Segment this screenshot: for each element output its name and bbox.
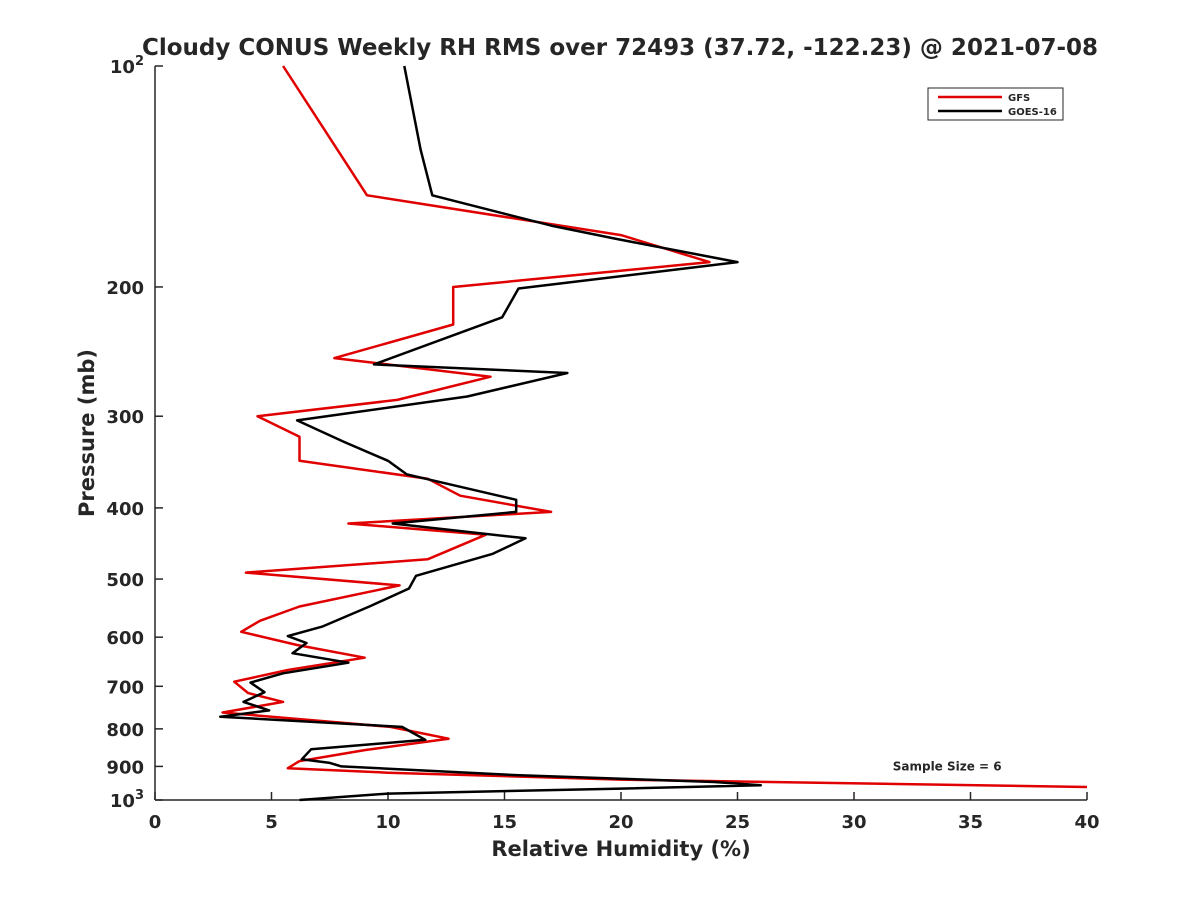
series-line-goes-16 — [218, 65, 763, 802]
series-lines — [218, 65, 1088, 802]
y-tick-label: 300 — [106, 407, 144, 428]
annotations: Sample Size = 6 — [893, 760, 1002, 774]
legend-label: GOES-16 — [1008, 107, 1057, 118]
legend: GFS GOES-16 — [927, 87, 1064, 121]
x-tick-label: 40 — [1074, 812, 1099, 833]
y-ticks: 102 200 300 400 500 600 700 800 900 103 — [106, 54, 163, 812]
y-tick-label: 900 — [106, 757, 144, 778]
y-tick-label: 500 — [106, 570, 144, 591]
x-tick-label: 0 — [149, 812, 162, 833]
legend-box — [927, 87, 1064, 121]
x-axis-label: Relative Humidity (%) — [491, 837, 750, 861]
x-tick-label: 20 — [608, 812, 633, 833]
x-tick-label: 5 — [265, 812, 278, 833]
x-tick-label: 25 — [725, 812, 750, 833]
x-tick-label: 10 — [375, 812, 400, 833]
chart-title: Cloudy CONUS Weekly RH RMS over 72493 (3… — [142, 35, 1098, 61]
y-tick-label: 102 — [110, 54, 144, 78]
y-tick-label: 600 — [106, 628, 144, 649]
y-tick-label: 400 — [106, 499, 144, 520]
x-tick-label: 35 — [958, 812, 983, 833]
y-tick-label: 103 — [110, 788, 144, 812]
series-line-gfs — [221, 65, 1088, 789]
x-tick-label: 15 — [492, 812, 517, 833]
y-axis-label: Pressure (mb) — [75, 349, 99, 517]
sample-size-annotation: Sample Size = 6 — [893, 760, 1002, 774]
y-tick-label: 200 — [106, 278, 144, 299]
x-ticks: 0 5 10 15 20 25 30 35 40 — [149, 792, 1100, 833]
plot-area — [154, 66, 1087, 801]
y-tick-label: 800 — [106, 720, 144, 741]
legend-label: GFS — [1008, 93, 1030, 104]
x-tick-label: 30 — [841, 812, 866, 833]
y-tick-label: 700 — [106, 677, 144, 698]
